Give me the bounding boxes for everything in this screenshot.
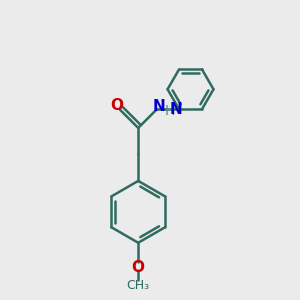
Text: N: N (153, 99, 166, 114)
Text: H: H (165, 104, 175, 118)
Text: O: O (111, 98, 124, 113)
Text: CH₃: CH₃ (127, 279, 150, 292)
Text: N: N (169, 102, 182, 117)
Text: O: O (132, 260, 145, 275)
